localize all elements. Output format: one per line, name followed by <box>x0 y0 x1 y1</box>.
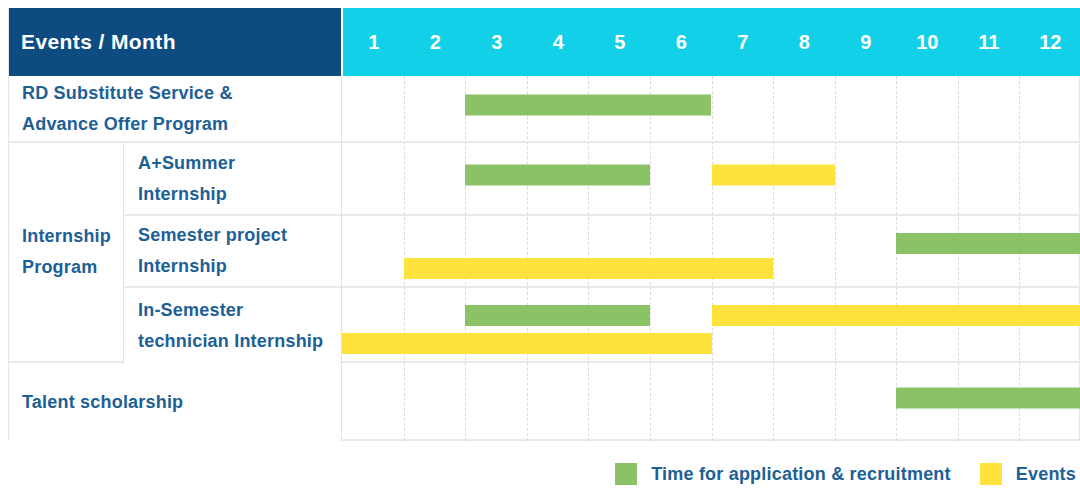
gantt-bar-events <box>404 258 774 279</box>
month-label: 4 <box>528 8 590 76</box>
gantt-bar-events <box>712 164 835 185</box>
month-label: 2 <box>405 8 467 76</box>
row-label-semester-project: Semester project Internship <box>124 216 341 288</box>
month-label: 11 <box>958 8 1020 76</box>
legend-swatch-green <box>615 463 637 485</box>
chart-row-talent-scholarship <box>342 363 1080 441</box>
gantt-bar-application <box>896 233 1080 254</box>
gantt-bar-application <box>465 305 650 326</box>
legend-item-application: Time for application & recruitment <box>615 463 951 485</box>
gantt-table: Events / Month 123456789101112 RD Substi… <box>8 8 1080 441</box>
row-label-rd-substitute: RD Substitute Service & Advance Offer Pr… <box>9 76 341 143</box>
month-label: 9 <box>835 8 897 76</box>
corner-header-label: Events / Month <box>21 30 176 54</box>
gantt-bar-events <box>342 333 712 354</box>
chart-row-a-plus-summer <box>342 143 1080 216</box>
chart-row-in-semester-technician <box>342 288 1080 363</box>
gantt-schedule: Events / Month 123456789101112 RD Substi… <box>0 0 1080 494</box>
month-label: 12 <box>1020 8 1080 76</box>
row-label-a-plus-summer: A+Summer Internship <box>124 143 341 216</box>
month-label: 7 <box>712 8 774 76</box>
month-label: 8 <box>774 8 836 76</box>
month-label: 6 <box>651 8 713 76</box>
corner-header: Events / Month <box>9 8 341 76</box>
legend-label-events: Events <box>1016 464 1076 485</box>
row-label-in-semester-technician: In-Semester technician Internship <box>124 288 341 363</box>
legend-swatch-yellow <box>980 463 1002 485</box>
legend-label-application: Time for application & recruitment <box>651 464 951 485</box>
row-group-internship-program: Internship Program <box>9 143 124 363</box>
gantt-bar-application <box>896 388 1080 409</box>
legend: Time for application & recruitment Event… <box>615 463 1076 485</box>
chart-grid <box>341 76 1080 441</box>
month-header: 123456789101112 <box>343 8 1080 76</box>
month-label: 3 <box>466 8 528 76</box>
gantt-bar-application <box>465 164 650 185</box>
gantt-bar-events <box>712 305 1080 326</box>
legend-item-events: Events <box>980 463 1076 485</box>
chart-row-semester-project <box>342 216 1080 288</box>
month-label: 5 <box>589 8 651 76</box>
row-label-talent-scholarship: Talent scholarship <box>9 363 341 441</box>
chart-row-rd-substitute <box>342 76 1080 143</box>
gantt-bar-application <box>465 94 711 115</box>
month-label: 1 <box>343 8 405 76</box>
month-label: 10 <box>897 8 959 76</box>
